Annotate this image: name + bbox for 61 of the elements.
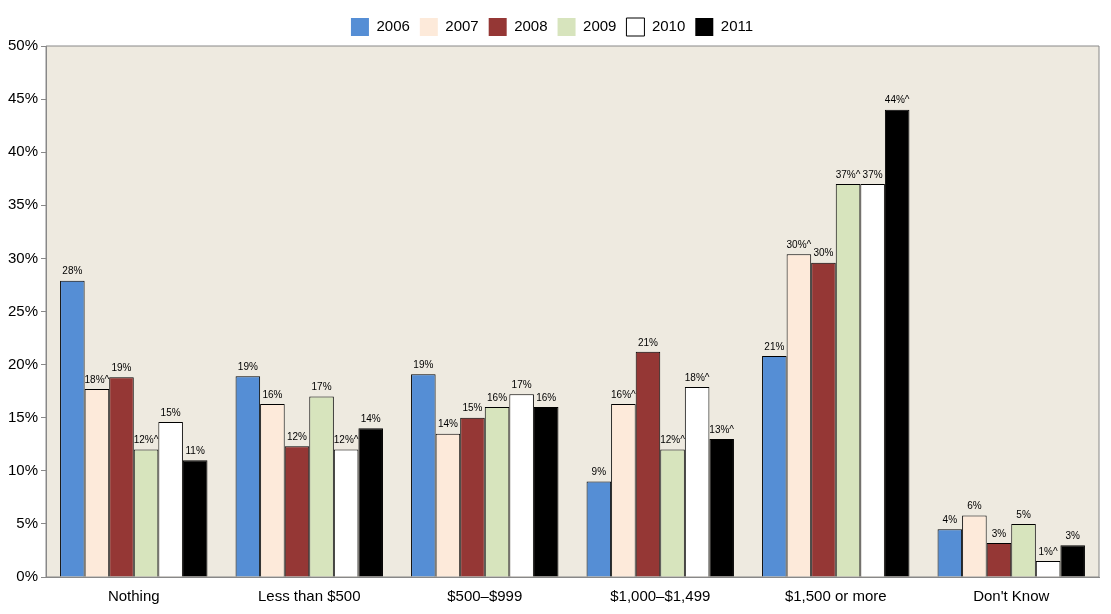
data-label: 12%^ [660,434,686,446]
data-label: 16% [262,388,283,400]
y-tick-label: 10% [7,460,39,478]
data-label: 13%^ [709,423,735,435]
data-label: 18%^ [84,373,110,385]
data-label: 4% [942,513,958,525]
legend-label: 2007 [445,17,479,35]
data-label: 21% [764,340,785,352]
data-label: 15% [462,402,483,414]
data-label: 37%^ [835,168,861,180]
data-label: 30%^ [786,238,812,250]
data-label: 12% [286,431,308,443]
data-label: 11% [185,444,205,456]
data-label: 37% [862,168,883,180]
data-label: 15% [160,406,181,418]
bar [182,460,208,577]
data-label: 30% [813,247,834,259]
y-tick-label: 25% [7,301,39,319]
data-label: 16%^ [611,388,637,400]
data-label: 21% [637,336,659,348]
data-label: 19% [413,358,434,370]
data-label: 6% [967,500,982,512]
y-tick-label: 20% [7,354,39,372]
x-tick-label: Less than $500 [257,587,361,605]
data-label: 19% [111,362,132,374]
legend-label: 2011 [720,17,754,35]
legend-label: 2010 [651,17,686,35]
x-tick-label: Nothing [107,587,160,605]
x-tick-label: $1,500 or more [784,587,887,605]
bar [533,407,559,577]
y-tick-label: 5% [16,514,39,532]
legend-label: 2006 [376,17,410,35]
y-tick-label: 30% [7,248,39,266]
legend-label: 2009 [583,17,617,35]
data-label: 3% [1065,529,1081,541]
y-tick-label: 50% [7,36,39,54]
data-label: 12%^ [133,434,159,446]
data-label: 3% [991,527,1007,539]
y-tick-label: 0% [16,567,39,585]
data-label: 16% [536,391,557,403]
data-label: 5% [1016,508,1031,520]
data-label: 14% [437,418,459,430]
x-tick-label: Don't Know [973,587,1050,605]
data-label: 28% [62,265,83,277]
y-tick-label: 35% [7,195,39,213]
data-label: 16% [487,391,508,403]
data-label: 12%^ [333,434,359,446]
data-label: 18%^ [684,371,710,383]
data-label: 44%^ [884,94,910,106]
data-label: 19% [237,361,258,373]
x-tick-label: $1,000–$1,499 [610,587,711,605]
data-label: 9% [591,466,607,478]
data-label: 17% [311,381,332,393]
data-label: 14% [360,413,381,425]
y-tick-label: 40% [7,142,39,160]
legend-label: 2008 [514,17,548,35]
y-tick-label: 45% [7,89,39,107]
y-tick-label: 15% [7,407,39,425]
x-tick-label: $500–$999 [447,587,523,605]
data-label: 17% [511,379,532,391]
data-label: 1%^ [1038,545,1058,557]
